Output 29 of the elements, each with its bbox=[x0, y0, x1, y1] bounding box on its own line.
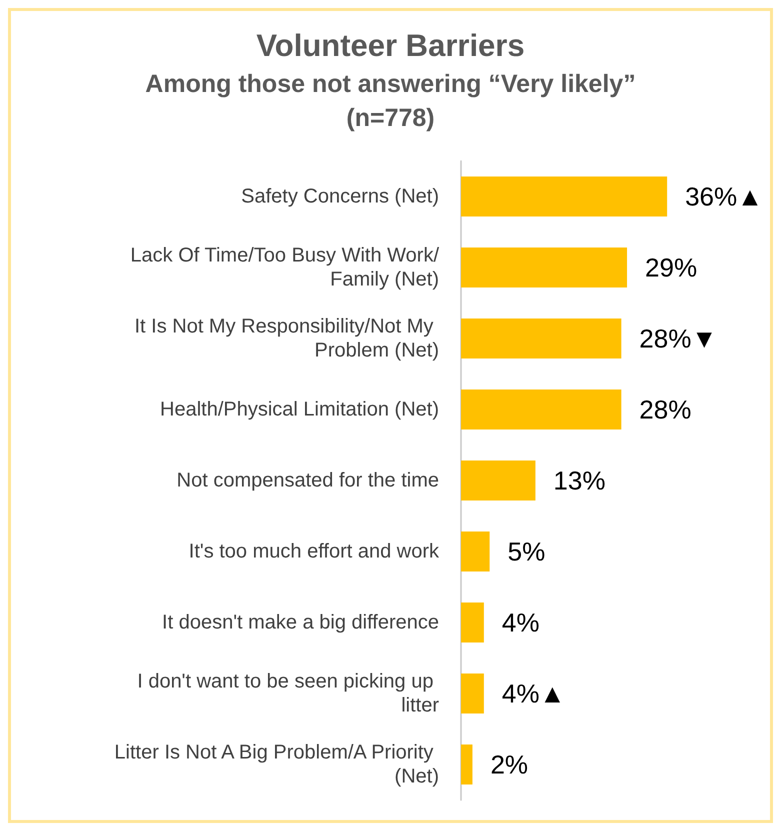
y-tick-label: Not compensated for the time bbox=[176, 470, 439, 492]
data-label: 36%▲ bbox=[685, 182, 763, 212]
data-label: 4%▲ bbox=[502, 678, 566, 708]
bar bbox=[461, 744, 472, 784]
bar bbox=[461, 674, 484, 714]
y-tick-label: Health/Physical Limitation (Net) bbox=[160, 398, 439, 420]
chart-subtitle: Among those not answering “Very likely” (n=778) bbox=[145, 70, 636, 132]
data-label: 29% bbox=[645, 252, 698, 282]
bar bbox=[461, 532, 490, 572]
bar bbox=[461, 248, 628, 288]
data-label: 28%▼ bbox=[639, 324, 718, 354]
y-tick-label: It doesn't make a big difference bbox=[162, 612, 439, 634]
data-label: 4% bbox=[502, 608, 540, 638]
bar bbox=[461, 460, 536, 500]
chart-title: Volunteer Barriers bbox=[256, 28, 525, 63]
y-tick-label: Litter Is Not A Big Problem/A Priority (Net) bbox=[114, 742, 439, 788]
bar bbox=[461, 390, 622, 430]
bar bbox=[461, 602, 484, 642]
y-tick-label: I don't want to be seen picking up litter bbox=[137, 670, 440, 716]
y-tick-label: It Is Not My Responsibility/Not My Problem (Net) bbox=[134, 316, 439, 362]
data-label: 28% bbox=[639, 394, 692, 424]
y-tick-label: Lack Of Time/Too Busy With Work/Family (Net) bbox=[130, 244, 440, 290]
data-label: 5% bbox=[508, 536, 546, 566]
bar bbox=[461, 176, 668, 216]
y-tick-label: It's too much effort and work bbox=[188, 540, 440, 562]
y-tick-label: Safety Concerns (Net) bbox=[241, 186, 439, 208]
bar bbox=[461, 318, 622, 358]
data-label: 2% bbox=[490, 750, 528, 780]
data-label: 13% bbox=[553, 466, 606, 496]
